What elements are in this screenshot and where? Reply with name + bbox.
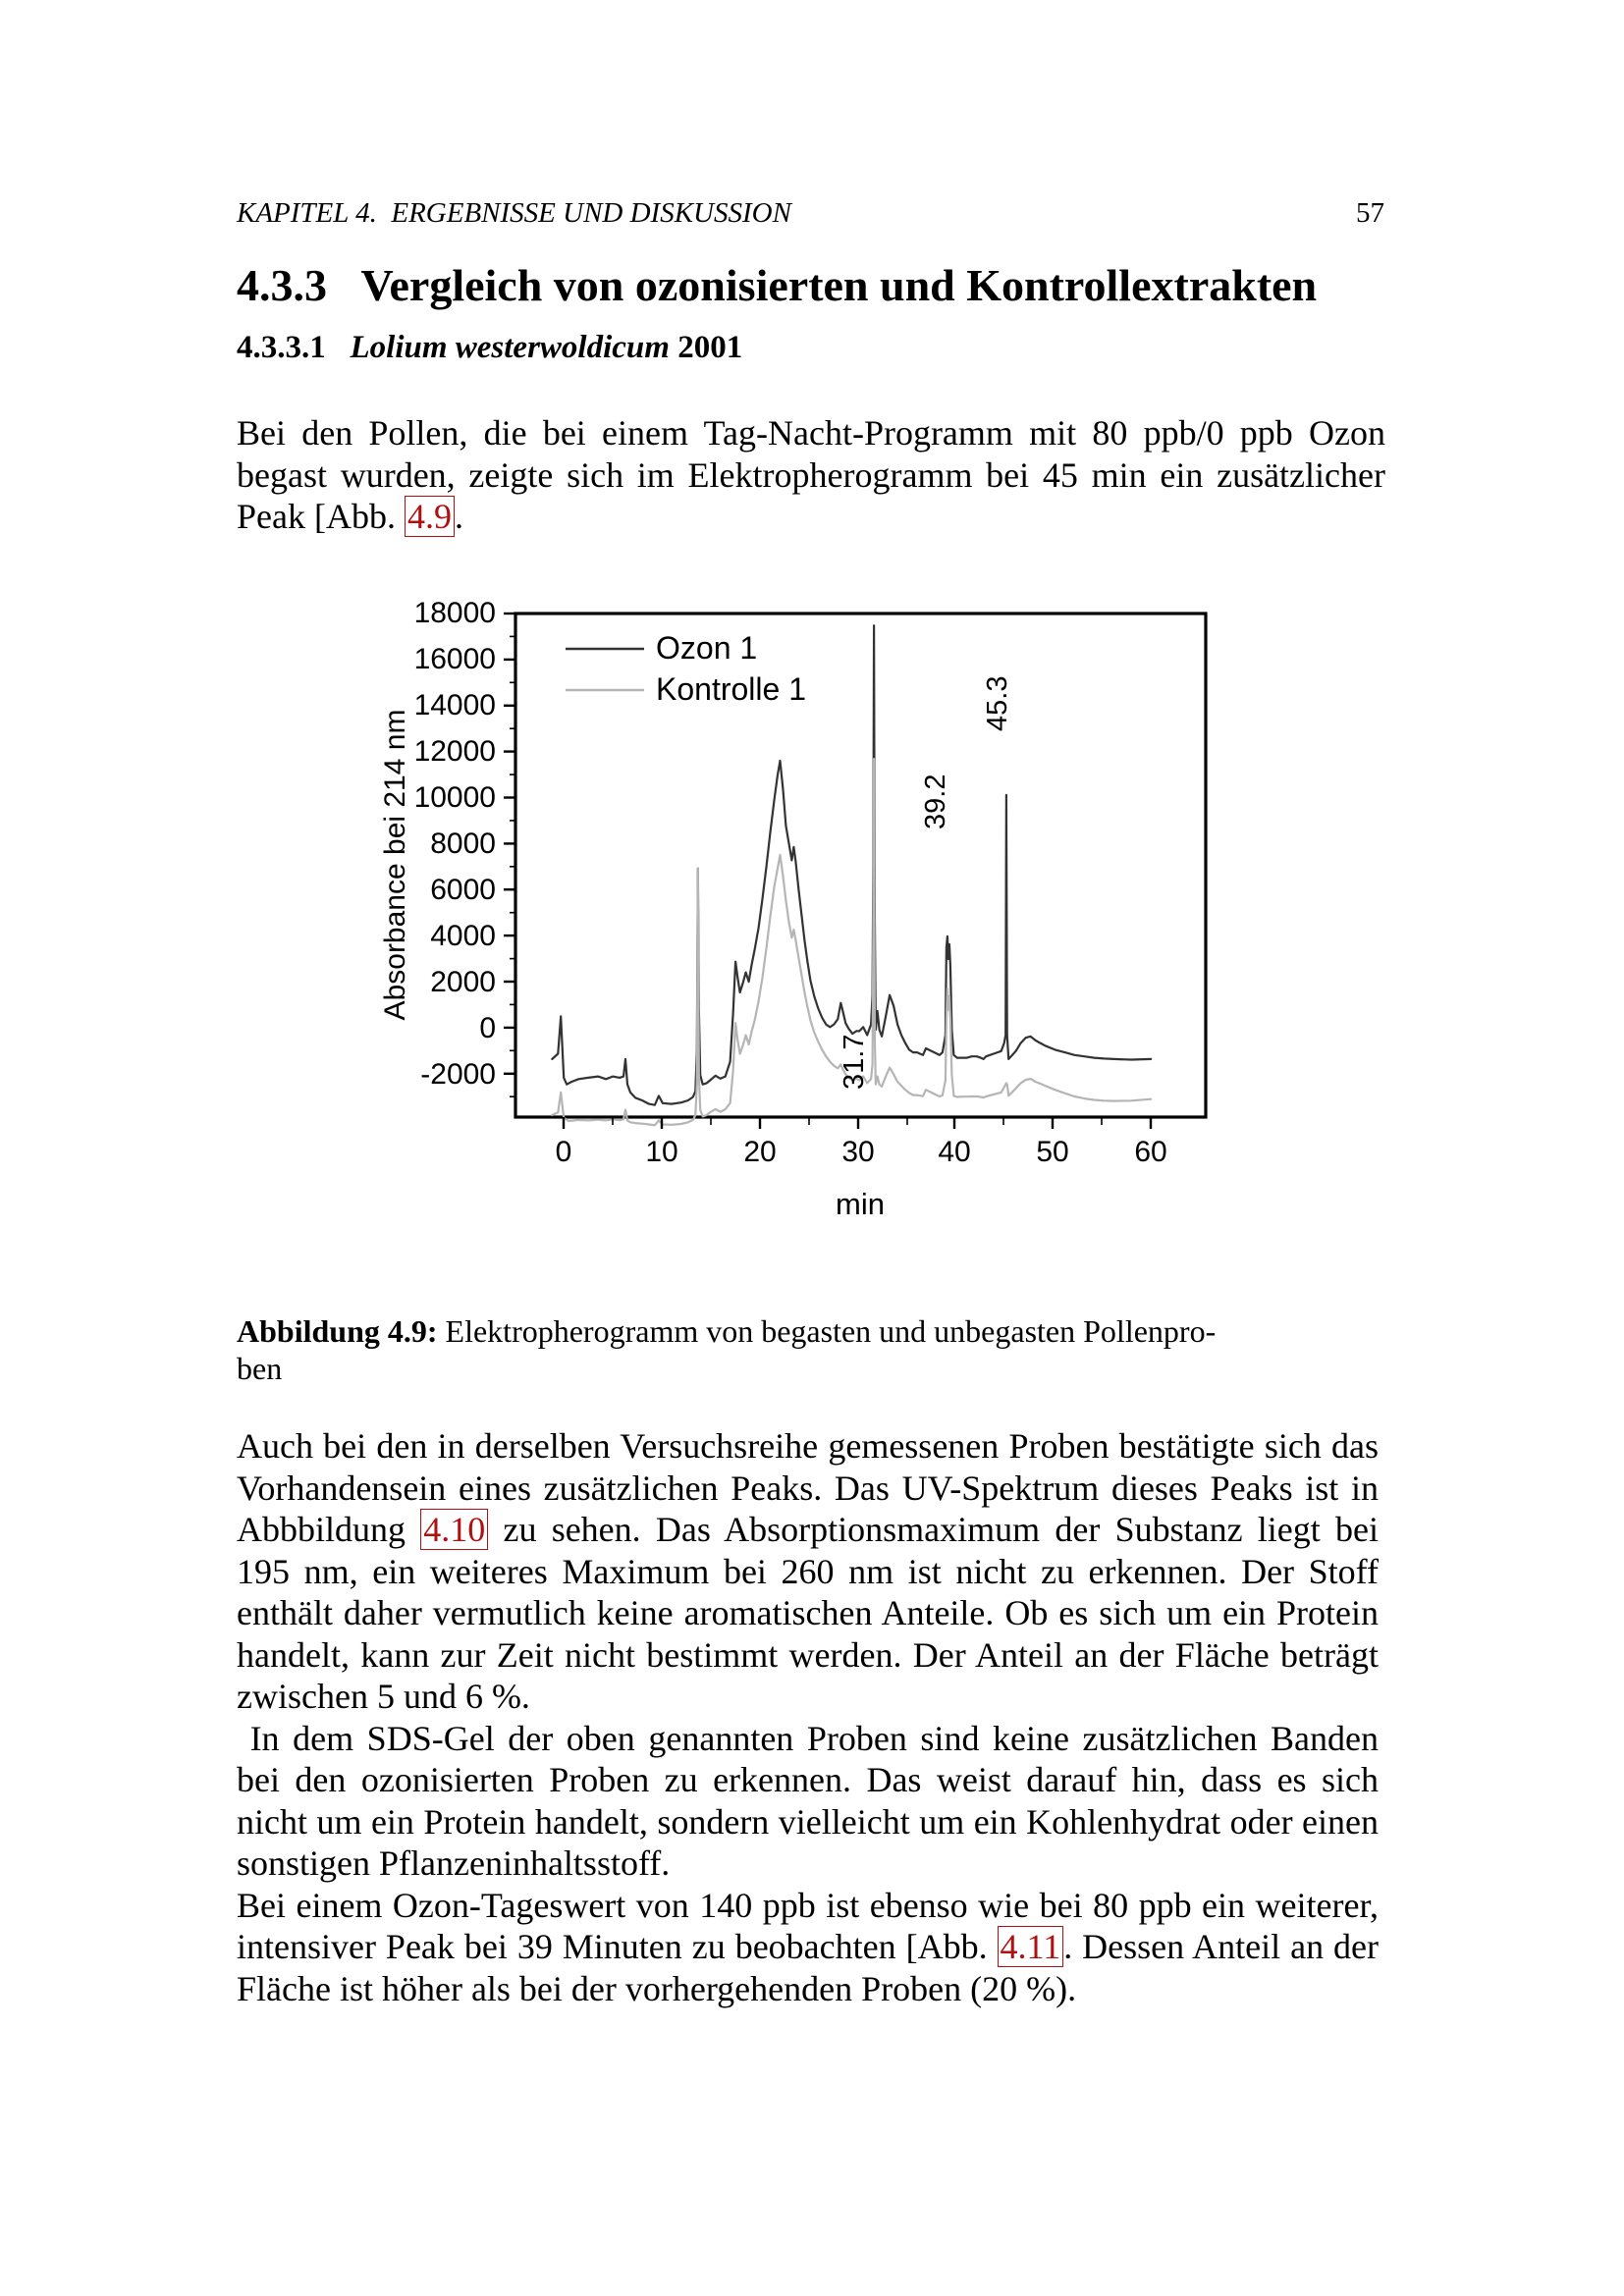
svg-text:39.2: 39.2 [920, 774, 951, 829]
svg-text:10: 10 [645, 1136, 677, 1168]
svg-text:Kontrolle 1: Kontrolle 1 [656, 671, 806, 707]
svg-text:40: 40 [938, 1136, 970, 1168]
svg-text:8000: 8000 [430, 828, 496, 860]
svg-text:60: 60 [1134, 1136, 1166, 1168]
svg-text:10000: 10000 [414, 781, 496, 814]
svg-text:16000: 16000 [414, 643, 496, 675]
svg-text:4000: 4000 [430, 920, 496, 952]
svg-text:18000: 18000 [414, 597, 496, 629]
svg-text:0: 0 [556, 1136, 572, 1168]
svg-text:-2000: -2000 [420, 1058, 496, 1091]
svg-text:12000: 12000 [414, 735, 496, 768]
svg-text:6000: 6000 [430, 874, 496, 906]
svg-text:20: 20 [743, 1136, 776, 1168]
svg-text:Absorbance bei 214 nm: Absorbance bei 214 nm [379, 710, 411, 1021]
svg-text:50: 50 [1036, 1136, 1068, 1168]
svg-text:31.7: 31.7 [839, 1035, 870, 1090]
svg-text:min: min [836, 1187, 885, 1221]
svg-text:0: 0 [479, 1012, 496, 1044]
svg-text:14000: 14000 [414, 689, 496, 721]
svg-text:30: 30 [841, 1136, 874, 1168]
svg-text:Ozon 1: Ozon 1 [656, 630, 757, 666]
svg-text:2000: 2000 [430, 966, 496, 998]
svg-text:45.3: 45.3 [982, 676, 1013, 731]
